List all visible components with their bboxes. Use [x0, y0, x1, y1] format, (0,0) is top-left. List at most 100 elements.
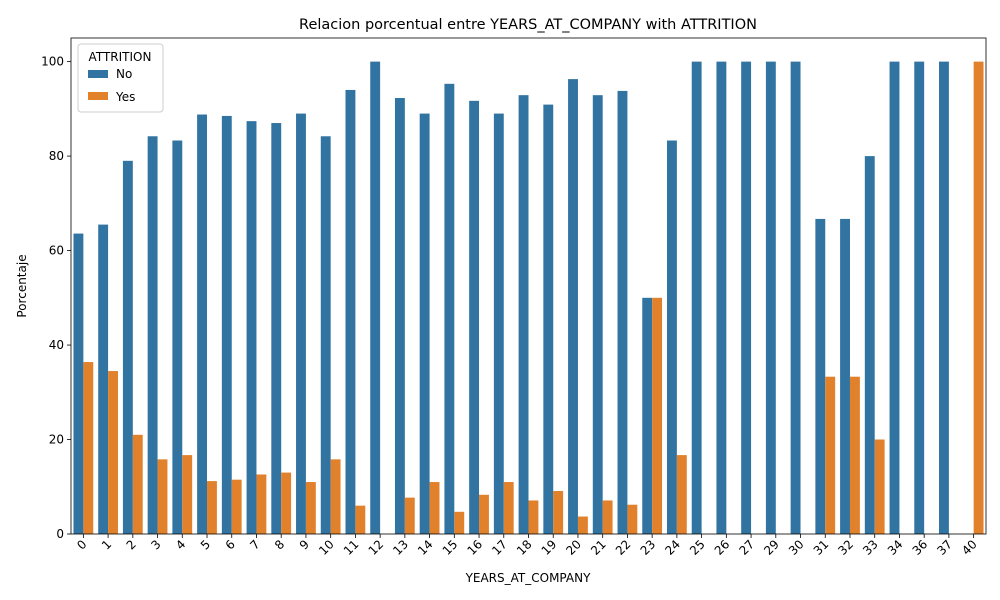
bar-yes-17: [503, 482, 514, 534]
bar-yes-3: [157, 459, 168, 534]
x-tick-label: 9: [297, 537, 312, 552]
x-tick-label: 23: [638, 537, 659, 558]
x-tick-label: 10: [316, 537, 337, 558]
bar-yes-24: [676, 455, 687, 534]
x-tick-label: 1: [99, 537, 114, 552]
bar-no-27: [741, 61, 752, 535]
bar-no-25: [691, 61, 702, 535]
legend-swatch-yes: [88, 92, 108, 100]
x-tick-label: 24: [662, 537, 683, 558]
bar-no-34: [889, 61, 900, 535]
legend-label-no: No: [116, 67, 132, 81]
bar-yes-10: [330, 459, 341, 534]
bar-yes-20: [577, 516, 588, 534]
bar-no-33: [864, 156, 875, 534]
x-tick-label: 2: [124, 537, 139, 552]
x-tick-label: 29: [761, 537, 782, 558]
x-tick-label: 37: [934, 537, 955, 558]
bar-yes-15: [454, 511, 465, 534]
bar-no-19: [543, 104, 554, 535]
bar-no-0: [73, 233, 84, 534]
bar-no-23: [642, 297, 653, 534]
x-tick-label: 18: [514, 537, 535, 558]
bar-no-32: [840, 218, 850, 535]
x-tick-label: 27: [736, 537, 757, 558]
y-axis-label: Porcentaje: [15, 254, 29, 317]
x-tick-label: 20: [563, 537, 584, 558]
legend-title: ATTRITION: [89, 50, 152, 64]
bar-no-21: [592, 95, 603, 534]
x-tick-label: 0: [74, 537, 89, 552]
x-tick-label: 32: [835, 537, 856, 558]
bar-yes-5: [207, 481, 217, 534]
x-tick-label: 16: [464, 537, 485, 558]
x-tick-label: 6: [223, 537, 238, 552]
bar-yes-14: [429, 482, 440, 534]
y-tick-label: 0: [56, 527, 64, 541]
bar-yes-16: [479, 494, 489, 534]
bar-no-13: [394, 97, 405, 535]
bar-yes-40: [973, 61, 984, 535]
y-tick-label: 60: [49, 244, 64, 258]
x-tick-label: 3: [148, 537, 163, 552]
x-tick-label: 22: [613, 537, 634, 558]
legend: ATTRITION No Yes: [77, 43, 164, 113]
x-tick-label: 5: [198, 537, 213, 552]
bar-yes-18: [528, 500, 539, 534]
bar-no-9: [296, 113, 306, 534]
x-tick-label: 11: [341, 537, 362, 558]
bar-no-10: [320, 136, 331, 534]
bar-no-29: [765, 61, 776, 535]
bar-no-4: [172, 140, 183, 534]
bar-no-22: [617, 90, 628, 534]
bar-no-24: [666, 140, 677, 534]
x-tick-label: 40: [959, 537, 980, 558]
legend-label-yes: Yes: [115, 90, 135, 104]
x-tick-label: 31: [811, 537, 832, 558]
bar-no-15: [444, 83, 455, 534]
chart-title: Relacion porcentual entre YEARS_AT_COMPA…: [299, 17, 757, 33]
x-tick-label: 25: [687, 537, 708, 558]
bar-yes-31: [825, 376, 836, 534]
x-tick-label: 12: [366, 537, 387, 558]
bar-no-12: [370, 61, 381, 535]
bar-yes-1: [108, 371, 118, 534]
bar-no-37: [939, 61, 949, 535]
bar-no-18: [518, 95, 529, 534]
bar-no-6: [221, 115, 232, 534]
bar-yes-6: [231, 479, 242, 534]
y-tick-label: 100: [41, 55, 64, 69]
x-axis-label: YEARS_AT_COMPANY: [465, 571, 592, 585]
x-tick-label: 8: [272, 537, 287, 552]
x-tick-label: 14: [415, 537, 436, 558]
x-tick-label: 7: [247, 537, 262, 552]
x-tick-label: 26: [712, 537, 733, 558]
bar-no-1: [98, 224, 109, 534]
y-tick-label: 40: [49, 338, 64, 352]
bar-no-7: [246, 121, 257, 534]
bar-yes-32: [849, 376, 860, 534]
bar-no-8: [271, 123, 282, 534]
bar-no-26: [716, 61, 727, 535]
x-tick-label: 19: [539, 537, 560, 558]
x-axis-ticks: 0 1 2 3 4 5 6 7 8 9 10 11 12 13 14 15 16 17 18 19 20 21 22 23 24…: [74, 534, 980, 558]
x-tick-label: 30: [786, 537, 807, 558]
bar-yes-7: [256, 474, 267, 534]
x-tick-label: 21: [588, 537, 609, 558]
bar-no-17: [493, 113, 504, 534]
x-tick-label: 15: [440, 537, 461, 558]
bar-yes-11: [355, 505, 366, 534]
y-axis-ticks: 0 20 40 60 80 100: [41, 55, 71, 541]
bar-yes-21: [602, 500, 613, 534]
bar-no-11: [345, 89, 356, 535]
plot-frame: [70, 37, 987, 535]
bar-yes-13: [404, 497, 415, 534]
bar-no-20: [568, 79, 578, 534]
bar-yes-22: [627, 504, 638, 534]
bar-yes-33: [874, 439, 885, 534]
bar-no-30: [790, 61, 801, 535]
bar-no-16: [469, 100, 480, 534]
x-tick-label: 36: [910, 537, 931, 558]
bar-yes-8: [281, 472, 292, 534]
